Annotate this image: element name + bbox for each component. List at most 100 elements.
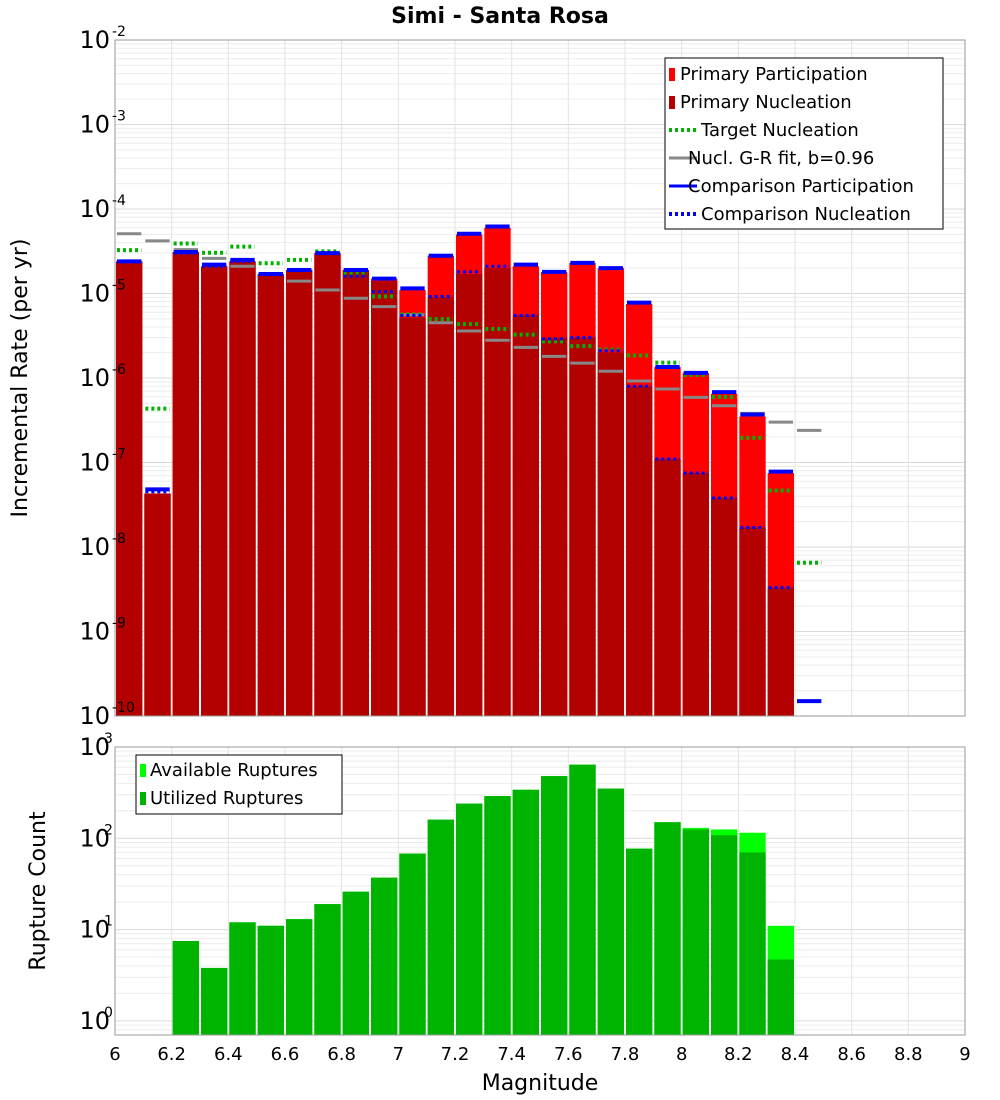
bar-primary-nucleation xyxy=(512,315,539,716)
bar-utilized-ruptures xyxy=(682,829,709,1035)
y-tick-label: 10 xyxy=(79,1007,110,1035)
legend-swatch xyxy=(669,68,675,81)
bottom-legend: Available Ruptures Utilized Ruptures xyxy=(135,754,343,815)
y-tick-label: 10 xyxy=(79,195,110,223)
top-gridlines xyxy=(114,40,966,717)
y-tick-label: 10 xyxy=(79,26,110,54)
bottom-bars xyxy=(172,764,794,1035)
bar-primary-nucleation xyxy=(541,337,568,716)
x-tick-label: 6 xyxy=(109,1044,120,1065)
y-tick-label: 10 xyxy=(79,280,110,308)
y-tick-exponent: -10 xyxy=(112,700,135,716)
bar-utilized-ruptures xyxy=(342,891,369,1035)
x-tick-label: 8.6 xyxy=(837,1044,866,1065)
y-tick-label: 10 xyxy=(79,733,110,761)
x-tick-label: 7.8 xyxy=(611,1044,640,1065)
y-tick-exponent: 0 xyxy=(104,1005,113,1021)
bar-utilized-ruptures xyxy=(569,764,596,1035)
bar-utilized-ruptures xyxy=(739,852,766,1035)
y-tick-exponent: 2 xyxy=(104,822,113,838)
top-rate-segments xyxy=(117,224,822,704)
bar-primary-nucleation xyxy=(257,274,284,716)
y-tick-label: 10 xyxy=(79,916,110,944)
bar-utilized-ruptures xyxy=(427,819,454,1035)
y-tick-exponent: -8 xyxy=(112,531,126,547)
legend-swatch xyxy=(669,96,675,109)
bar-primary-nucleation xyxy=(144,493,171,716)
y-tick-exponent: -6 xyxy=(112,362,126,378)
x-tick-label: 8.8 xyxy=(894,1044,923,1065)
y-tick-exponent: -2 xyxy=(112,24,126,40)
bar-utilized-ruptures xyxy=(286,919,313,1035)
x-tick-label: 6.4 xyxy=(214,1044,243,1065)
bar-primary-nucleation xyxy=(427,297,454,716)
y-tick-label: 10 xyxy=(79,702,110,730)
x-tick-label: 6.8 xyxy=(327,1044,356,1065)
bar-primary-nucleation xyxy=(597,352,624,716)
bar-utilized-ruptures xyxy=(597,788,624,1035)
x-tick-label: 8 xyxy=(676,1044,687,1065)
y-tick-label: 10 xyxy=(79,449,110,477)
y-tick-exponent: -5 xyxy=(112,278,126,294)
x-tick-label: 8.4 xyxy=(781,1044,810,1065)
bottom-plot-frame xyxy=(114,746,966,1036)
legend-swatch xyxy=(140,792,146,805)
bottom-x-ticks: 6 6.2 6.4 6.6 6.8 7 7.2 7.4 7.6 7.8 8 8.2 8.4 8.6 8.8 9 xyxy=(109,1044,970,1065)
bar-primary-nucleation xyxy=(371,281,398,716)
bar-primary-nucleation xyxy=(682,473,709,716)
bar-primary-nucleation xyxy=(229,261,256,716)
bar-utilized-ruptures xyxy=(711,835,738,1035)
bottom-y-axis-label: Rupture Count xyxy=(26,811,51,971)
bar-utilized-ruptures xyxy=(314,904,341,1035)
bar-primary-nucleation xyxy=(116,261,143,716)
legend-label: Target Nucleation xyxy=(700,120,859,141)
bar-primary-nucleation xyxy=(399,317,426,716)
bar-primary-nucleation xyxy=(456,274,483,716)
legend-label: Comparison Nucleation xyxy=(701,204,911,225)
top-y-axis-label: Incremental Rate (per yr) xyxy=(8,239,33,518)
bar-utilized-ruptures xyxy=(512,789,539,1035)
bar-utilized-ruptures xyxy=(654,822,681,1035)
legend-label: Primary Nucleation xyxy=(680,92,852,113)
bar-primary-nucleation xyxy=(484,268,511,716)
y-tick-label: 10 xyxy=(79,824,110,852)
x-tick-label: 7 xyxy=(393,1044,404,1065)
bar-utilized-ruptures xyxy=(541,776,568,1035)
bar-utilized-ruptures xyxy=(229,922,256,1035)
y-tick-label: 10 xyxy=(79,111,110,139)
bar-utilized-ruptures xyxy=(626,848,653,1035)
y-tick-label: 10 xyxy=(79,533,110,561)
bar-utilized-ruptures xyxy=(257,925,284,1035)
chart-title: Simi - Santa Rosa xyxy=(391,4,609,29)
bar-primary-nucleation xyxy=(739,527,766,716)
bar-primary-nucleation xyxy=(342,269,369,716)
bar-primary-nucleation xyxy=(172,251,199,716)
bar-primary-nucleation xyxy=(767,587,794,716)
bar-primary-nucleation xyxy=(654,459,681,716)
x-axis-label: Magnitude xyxy=(482,1071,599,1096)
top-bars xyxy=(116,227,794,716)
x-tick-label: 7.4 xyxy=(497,1044,526,1065)
legend-label: Comparison Participation xyxy=(688,176,914,197)
bar-primary-nucleation xyxy=(201,266,228,716)
legend-label: Available Ruptures xyxy=(150,760,318,781)
bar-primary-nucleation xyxy=(314,253,341,716)
top-plot-frame xyxy=(114,39,966,717)
y-tick-exponent: 3 xyxy=(104,731,113,747)
x-tick-label: 6.6 xyxy=(271,1044,300,1065)
bar-primary-nucleation xyxy=(711,498,738,716)
x-tick-label: 7.2 xyxy=(441,1044,470,1065)
y-tick-label: 10 xyxy=(79,364,110,392)
bar-utilized-ruptures xyxy=(172,940,199,1035)
y-tick-label: 10 xyxy=(79,618,110,646)
x-tick-label: 8.2 xyxy=(724,1044,753,1065)
legend-swatch xyxy=(140,764,146,777)
top-legend: Primary Participation Primary Nucleation T… xyxy=(664,57,944,230)
y-tick-exponent: -9 xyxy=(112,616,126,632)
y-tick-exponent: 1 xyxy=(104,914,113,930)
legend-label: Nucl. G-R fit, b=0.96 xyxy=(688,148,874,169)
legend-label: Primary Participation xyxy=(680,64,868,85)
bar-primary-nucleation xyxy=(626,386,653,716)
